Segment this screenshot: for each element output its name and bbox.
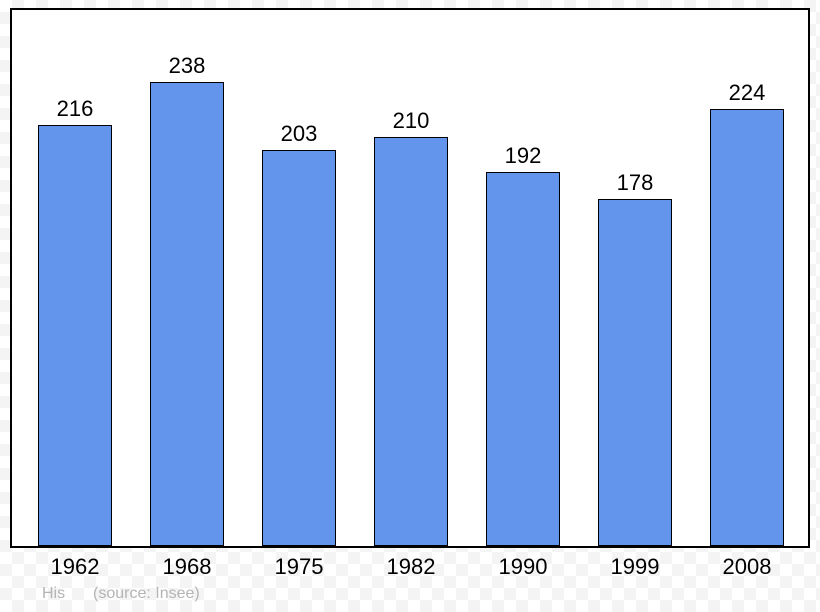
caption-right: (source: Insee) [93,585,200,603]
bar: 192 [486,172,560,546]
bar-value: 210 [375,108,447,134]
bar-value: 216 [39,96,111,122]
x-axis-label: 1962 [38,554,112,580]
bar: 238 [150,82,224,546]
x-axis-label: 2008 [710,554,784,580]
bar-value: 238 [151,53,223,79]
bar-value: 203 [263,121,335,147]
x-axis-label: 1968 [150,554,224,580]
chart-frame: 216 238 203 210 192 178 224 [10,8,810,548]
caption-left: His [42,585,65,603]
bar-value: 178 [599,170,671,196]
x-axis-label: 1975 [262,554,336,580]
bar-value: 192 [487,143,559,169]
x-axis-label: 1990 [486,554,560,580]
bar: 224 [710,109,784,546]
bar: 216 [38,125,112,546]
bar: 178 [598,199,672,546]
bar: 203 [262,150,336,546]
x-axis-label: 1982 [374,554,448,580]
bar-value: 224 [711,80,783,106]
x-axis-label: 1999 [598,554,672,580]
bar: 210 [374,137,448,546]
